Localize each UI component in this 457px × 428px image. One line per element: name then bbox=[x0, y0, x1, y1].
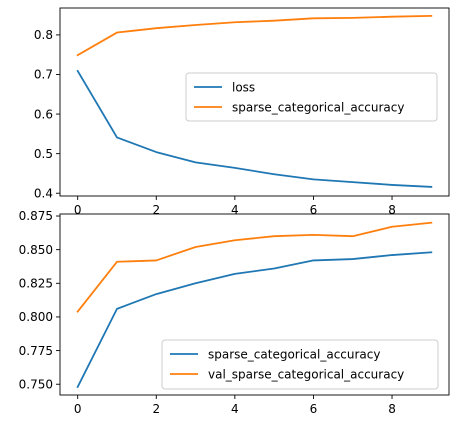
y-tick-label: 0.775 bbox=[19, 344, 53, 358]
axes-frame bbox=[59, 213, 450, 396]
legend: loss sparse_categorical_accuracy bbox=[185, 72, 438, 122]
y-tick-label: 0.8 bbox=[34, 28, 53, 42]
x-tick-label: 2 bbox=[152, 203, 160, 217]
y-tick-label: 0.875 bbox=[19, 209, 53, 223]
x-tick-label: 4 bbox=[231, 203, 239, 217]
series-line-0 bbox=[76, 251, 433, 389]
series-line-1 bbox=[76, 15, 433, 57]
x-tick-label: 0 bbox=[74, 203, 82, 217]
series-line-0 bbox=[76, 69, 433, 188]
legend-label: sparse_categorical_accuracy bbox=[232, 100, 404, 114]
series-line-1 bbox=[76, 221, 433, 313]
y-tick-label: 0.7 bbox=[34, 68, 53, 82]
chart-top: 0 2 4 6 8 0.4 0.5 0.6 0.7 0.8 loss sparse_categoric… bbox=[34, 7, 450, 217]
legend-label: val_sparse_categorical_accuracy bbox=[208, 367, 404, 381]
legend: sparse_categorical_accuracy val_sparse_ca… bbox=[161, 339, 439, 390]
legend-label: sparse_categorical_accuracy bbox=[208, 347, 380, 361]
x-tick-label: 6 bbox=[310, 402, 318, 416]
x-tick-label: 6 bbox=[310, 203, 318, 217]
x-tick-label: 0 bbox=[74, 402, 82, 416]
y-tick-label: 0.800 bbox=[19, 310, 53, 324]
y-tick-label: 0.5 bbox=[34, 147, 53, 161]
y-tick-label: 0.6 bbox=[34, 107, 53, 121]
x-tick-label: 8 bbox=[388, 203, 396, 217]
legend-box bbox=[161, 339, 439, 390]
x-tick-label: 8 bbox=[388, 402, 396, 416]
x-tick-label: 2 bbox=[152, 402, 160, 416]
axes-frame bbox=[59, 7, 450, 197]
y-tick-label: 0.750 bbox=[19, 377, 53, 391]
y-tick-label: 0.825 bbox=[19, 277, 53, 291]
y-tick-label: 0.850 bbox=[19, 243, 53, 257]
legend-label: loss bbox=[232, 80, 255, 94]
x-tick-label: 4 bbox=[231, 402, 239, 416]
legend-box bbox=[185, 72, 438, 122]
y-tick-label: 0.4 bbox=[34, 186, 53, 200]
chart-bottom: 0 2 4 6 8 0.750 0.775 0.800 0.825 0.850 0.875 spars… bbox=[19, 209, 450, 416]
